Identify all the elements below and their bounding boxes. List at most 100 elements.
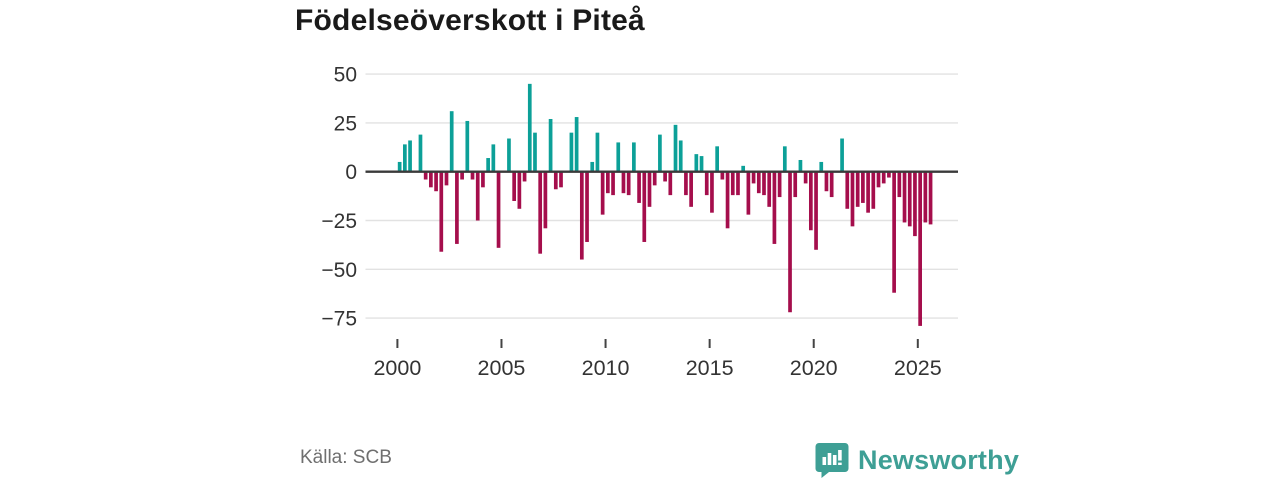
- bar-2025Q2: [923, 171, 928, 223]
- bar-2017Q1: [751, 171, 756, 184]
- bar-2022Q1: [855, 171, 860, 207]
- bar-2014Q1: [689, 171, 693, 207]
- y-axis-label-25: 25: [334, 112, 357, 135]
- bar-2022Q2: [861, 171, 865, 203]
- bar-2004Q1: [481, 171, 485, 188]
- newsworthy-logo: Newsworthy: [815, 442, 1019, 478]
- bar-2024Q1: [897, 171, 902, 198]
- bar-2024Q4: [913, 171, 917, 237]
- speech-bubble-shape: [815, 443, 849, 478]
- bar-2005Q3: [512, 171, 517, 201]
- bar-2010Q2: [611, 171, 615, 196]
- bar-2017Q3: [762, 171, 766, 196]
- bar-2018Q1: [772, 171, 777, 244]
- bar-2009Q4: [600, 171, 605, 215]
- bar-2003Q2: [465, 120, 470, 172]
- bar-2013Q3: [678, 140, 683, 172]
- bar-2018Q3: [782, 146, 787, 172]
- bar-2022Q3: [866, 171, 870, 213]
- bar-2004Q2: [486, 158, 490, 172]
- bar-2001Q4: [434, 171, 438, 192]
- bar-2006Q2: [527, 83, 532, 172]
- bar-2014Q4: [704, 171, 709, 196]
- bar-2019Q2: [798, 159, 803, 172]
- bar-2021Q3: [845, 171, 850, 209]
- x-axis-label-2025: 2025: [894, 356, 942, 380]
- bar-2011Q1: [626, 171, 631, 196]
- x-axis-label-2015: 2015: [686, 356, 734, 380]
- bar-2007Q2: [548, 118, 553, 172]
- bar-2000Q1: [397, 161, 402, 172]
- bar-2012Q4: [663, 171, 667, 182]
- mini-bar-chart-glyph: [822, 450, 842, 465]
- bar-2003Q3: [470, 171, 475, 180]
- bar-2011Q3: [637, 171, 641, 203]
- bar-2020Q2: [819, 161, 824, 172]
- x-axis-label-2010: 2010: [582, 356, 630, 380]
- bar-2011Q2: [632, 142, 636, 172]
- bar-2012Q3: [658, 134, 662, 172]
- bar-2012Q1: [647, 171, 652, 207]
- bar-2024Q2: [902, 171, 907, 223]
- bar-2019Q3: [803, 171, 808, 184]
- y-axis-label--75: −75: [321, 308, 357, 331]
- x-axis-label-2005: 2005: [478, 356, 526, 380]
- source-label: Källa: SCB: [300, 447, 392, 468]
- bar-2013Q4: [684, 171, 688, 196]
- bar-2008Q2: [569, 132, 574, 172]
- bar-2014Q2: [694, 154, 699, 172]
- bar-2000Q3: [408, 140, 412, 172]
- x-axis-label-2000: 2000: [373, 356, 421, 380]
- bar-2011Q4: [642, 171, 647, 242]
- bar-2020Q3: [824, 171, 829, 192]
- y-axis-label--25: −25: [321, 210, 357, 233]
- bar-2023Q3: [887, 171, 891, 178]
- bar-2007Q1: [543, 171, 548, 229]
- bar-2016Q3: [741, 165, 746, 172]
- bar-2020Q1: [814, 171, 818, 250]
- bar-2010Q1: [606, 171, 610, 194]
- bar-2015Q4: [725, 171, 730, 229]
- bar-2009Q2: [590, 161, 595, 172]
- bar-2014Q3: [699, 156, 704, 172]
- bar-2007Q3: [553, 171, 558, 190]
- bar-2023Q1: [876, 171, 881, 188]
- bar-2000Q2: [403, 144, 407, 172]
- bar-2016Q1: [730, 171, 735, 196]
- bar-2008Q3: [574, 117, 579, 172]
- bar-2017Q4: [767, 171, 772, 207]
- bar-2005Q4: [517, 171, 522, 209]
- bar-2021Q2: [840, 138, 844, 172]
- bar-2025Q1: [918, 171, 922, 326]
- bar-2002Q2: [444, 171, 449, 186]
- bar-2008Q4: [579, 171, 584, 260]
- bar-2018Q4: [788, 171, 792, 313]
- bar-2015Q3: [720, 171, 725, 180]
- bar-2001Q3: [429, 171, 433, 188]
- bar-2023Q2: [881, 171, 886, 184]
- bar-2004Q3: [491, 144, 496, 172]
- bar-2016Q4: [746, 171, 751, 215]
- bar-2018Q2: [777, 171, 782, 198]
- bar-2019Q4: [808, 171, 813, 231]
- bar-2015Q1: [710, 171, 714, 213]
- bar-2001Q1: [418, 134, 423, 172]
- bar-2002Q4: [455, 171, 459, 244]
- bar-2013Q1: [668, 171, 673, 196]
- bar-2020Q4: [829, 171, 834, 198]
- bar-2019Q1: [793, 171, 798, 198]
- bar-2002Q3: [449, 111, 454, 172]
- brand-name: Newsworthy: [858, 444, 1020, 475]
- y-axis-label-0: 0: [345, 161, 357, 184]
- bar-2021Q4: [850, 171, 855, 227]
- bar-2017Q2: [756, 171, 761, 194]
- bar-2023Q4: [892, 171, 896, 293]
- x-axis-label-2020: 2020: [790, 356, 838, 380]
- bar-2016Q2: [736, 171, 740, 196]
- bar-2009Q1: [585, 171, 589, 242]
- bar-2022Q4: [871, 171, 876, 209]
- bar-2013Q2: [673, 124, 678, 172]
- bar-2025Q3: [928, 171, 933, 225]
- bar-2003Q4: [475, 171, 480, 221]
